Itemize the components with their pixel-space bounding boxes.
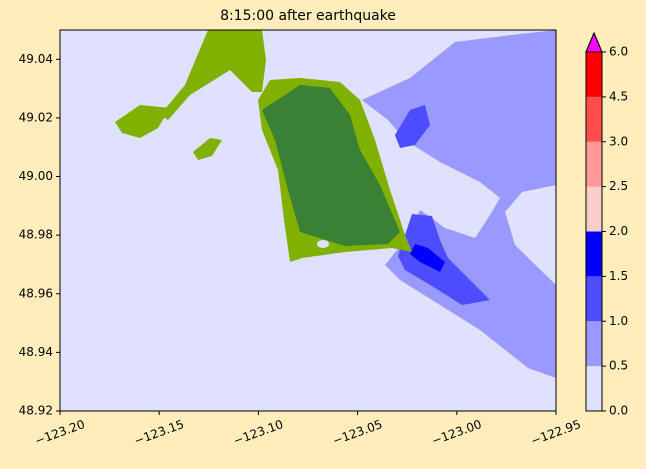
colorbar-segment [586,321,602,367]
y-tick-label: 48.96 [19,286,53,300]
medium-flow [398,214,490,305]
colorbar-tick-label: 6.0 [609,45,628,59]
y-tick-label: 49.00 [19,169,53,183]
map-area [60,30,556,411]
lake [317,240,329,248]
chart-title: 8:15:00 after earthquake [220,8,396,24]
colorbar-segment [586,366,602,411]
colorbar-segment [586,276,602,322]
land [160,30,266,120]
land [193,138,222,160]
x-tick-label: −123.00 [430,417,484,448]
colorbar-tick-label: 1.5 [609,269,628,283]
colorbar-tick-label: 0.5 [609,359,628,373]
x-tick-label: −123.10 [231,417,285,448]
x-tick-label: −123.20 [33,417,87,448]
colorbar-frame [585,31,603,412]
colorbar-tick-label: 3.0 [609,134,628,148]
colorbar-segment [586,231,602,277]
colorbar-tick-label: 2.5 [609,179,628,193]
colorbar-extend [585,31,603,53]
x-tick-label: −122.95 [529,417,583,448]
y-tick-label: 48.92 [19,404,53,418]
colorbar-tick-label: 2.0 [609,224,628,238]
y-tick-label: 48.94 [19,345,53,359]
medium-flow [395,105,430,148]
x-tick-label: −123.15 [132,417,186,448]
deep-flow [410,244,445,272]
colorbar-segment [586,141,602,187]
y-tick-label: 48.98 [19,228,53,242]
plot-frame [59,29,557,412]
land-interior [262,85,400,246]
y-tick-label: 49.04 [19,52,53,66]
colorbar-tick-label: 1.0 [609,314,628,328]
x-tick-label: −123.05 [331,417,385,448]
colorbar-tick-label: 0.0 [609,404,628,418]
colorbar-segment [586,96,602,142]
colorbar-tick-label: 4.5 [609,89,628,103]
colorbar-segment [586,186,602,232]
colorbar-segment [586,52,602,97]
y-tick-label: 49.02 [19,110,53,124]
land [115,105,170,138]
